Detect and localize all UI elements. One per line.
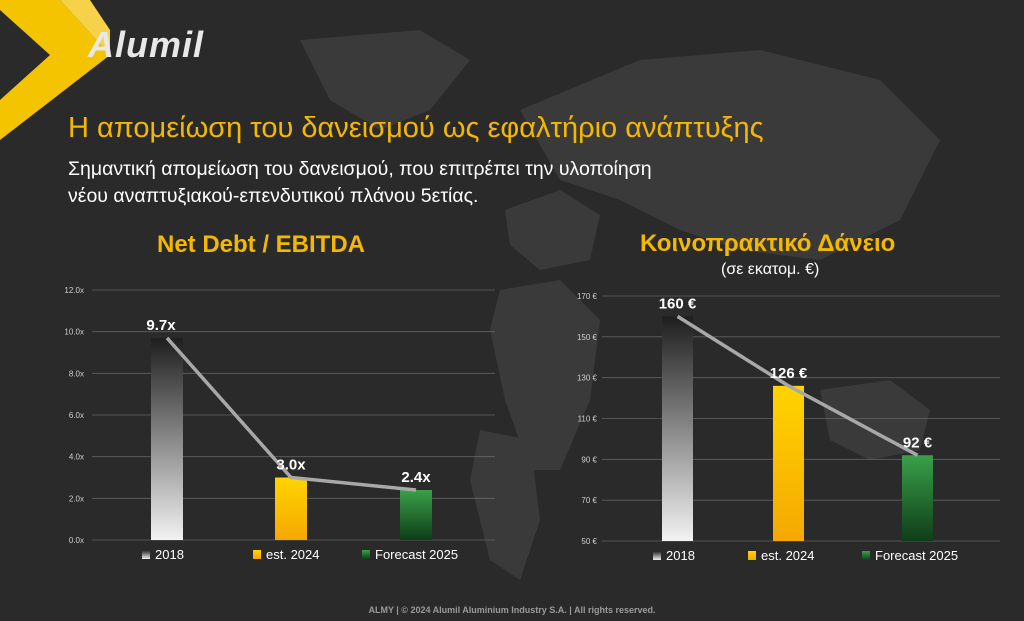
y-tick-label: 6.0x xyxy=(69,411,84,420)
legend-label: 2018 xyxy=(666,548,695,563)
page-subtitle: Σημαντική απομείωση του δανεισμού, που ε… xyxy=(68,156,652,210)
y-tick-label: 2.0x xyxy=(69,494,84,503)
corner-chevron-logo-mark xyxy=(0,0,110,140)
legend-swatch xyxy=(362,550,370,559)
y-tick-label: 8.0x xyxy=(69,369,84,378)
y-tick-label: 4.0x xyxy=(69,453,84,462)
data-label: 92 € xyxy=(903,434,933,451)
subtitle-line-2: νέου αναπτυξιακού-επενδυτικού πλάνου 5ετ… xyxy=(68,185,479,207)
legend-label: Forecast 2025 xyxy=(375,547,458,562)
data-label: 9.7x xyxy=(146,317,176,334)
y-tick-label: 12.0x xyxy=(64,286,84,295)
legend-swatch xyxy=(253,550,261,559)
bar-est-2024 xyxy=(773,385,804,541)
footer: ALMY | © 2024 Alumil Aluminium Industry … xyxy=(368,605,656,615)
bar-forecast-2025 xyxy=(902,455,933,541)
data-label: 160 € xyxy=(659,295,697,312)
y-tick-label: 0.0x xyxy=(69,536,84,545)
legend-label: 2018 xyxy=(155,547,184,562)
y-tick-label: 150 € xyxy=(577,333,598,342)
data-label: 3.0x xyxy=(276,457,306,474)
bar-2018 xyxy=(662,316,693,541)
chart2-title: Κοινοπρακτικό Δάνειο xyxy=(640,230,896,257)
legend-label: est. 2024 xyxy=(266,547,320,562)
legend-swatch xyxy=(748,551,756,560)
bar-forecast-2025 xyxy=(400,490,432,540)
subtitle-line-1: Σημαντική απομείωση του δανεισμού, που ε… xyxy=(68,158,652,180)
bar-est-2024 xyxy=(275,477,307,540)
alumil-logo: Alumil xyxy=(88,24,205,65)
y-tick-label: 110 € xyxy=(578,415,598,424)
y-tick-label: 10.0x xyxy=(64,328,84,337)
y-tick-label: 70 € xyxy=(581,496,597,505)
bar-2018 xyxy=(151,337,183,540)
page-title: Η απομείωση του δανεισμού ως εφαλτήριο α… xyxy=(68,112,764,144)
legend-swatch xyxy=(653,551,661,560)
legend-swatch xyxy=(142,550,150,559)
data-label: 2.4x xyxy=(401,469,431,486)
chart2-subtitle: (σε εκατομ. €) xyxy=(721,261,820,278)
y-tick-label: 170 € xyxy=(577,292,598,301)
legend-label: Forecast 2025 xyxy=(875,548,958,563)
trend-line xyxy=(676,314,919,457)
trend-line xyxy=(165,336,417,492)
legend-swatch xyxy=(862,551,870,560)
chart1-title: Net Debt / EBITDA xyxy=(157,231,366,258)
y-tick-label: 50 € xyxy=(581,537,597,546)
y-tick-label: 90 € xyxy=(581,455,597,464)
legend-label: est. 2024 xyxy=(761,548,815,563)
y-tick-label: 130 € xyxy=(577,374,598,383)
data-label: 126 € xyxy=(770,365,808,382)
